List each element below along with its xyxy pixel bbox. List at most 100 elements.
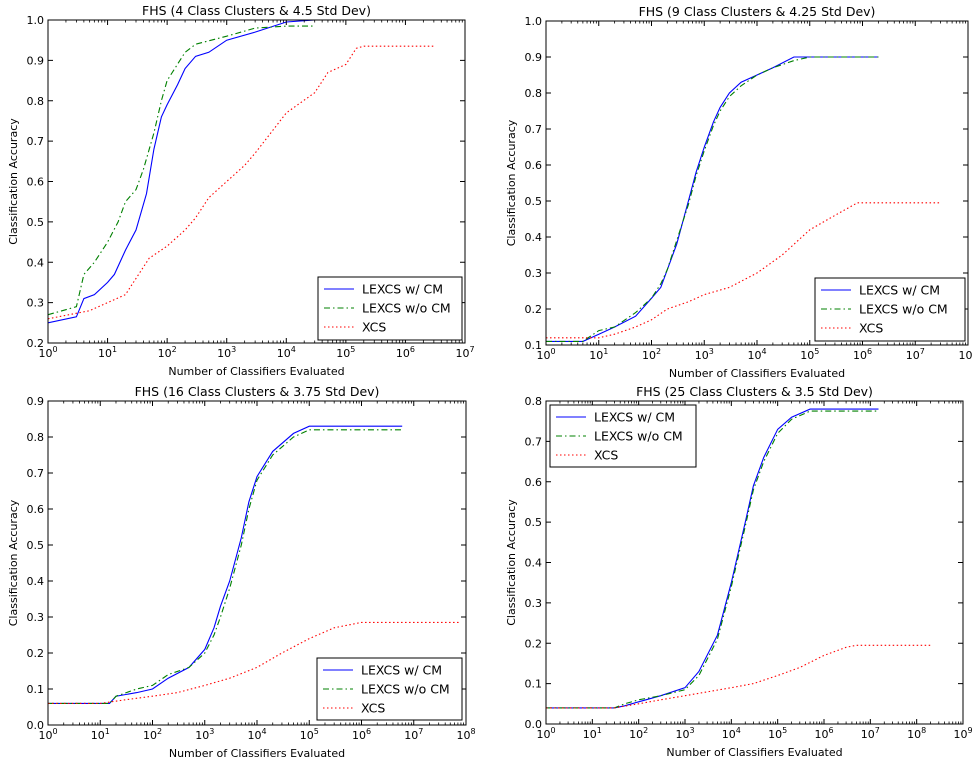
y-tick-label: 0.0: [525, 718, 543, 731]
x-tick-label: 104: [722, 726, 741, 741]
legend: LEXCS w/ CM LEXCS w/o CM XCS: [317, 276, 463, 341]
y-tick-label: 0.8: [525, 395, 543, 408]
x-tick-label: 104: [747, 347, 766, 362]
series-line-lexcs-w-o-cm: [546, 410, 879, 709]
series-line-xcs: [546, 644, 931, 709]
legend-label: LEXCS w/ CM: [361, 663, 442, 678]
y-tick-label: 1.0: [27, 14, 45, 27]
x-tick-label: 107: [455, 345, 474, 360]
y-tick-label: 0.8: [525, 87, 543, 100]
x-tick-label: 105: [768, 726, 787, 741]
y-tick-label: 0.7: [525, 435, 543, 448]
y-tick-label: 0.3: [27, 297, 45, 310]
y-tick-label: 0.5: [27, 539, 45, 552]
x-tick-label: 102: [158, 345, 177, 360]
series-line-lexcs-w-cm: [48, 425, 403, 704]
y-tick-label: 0.6: [525, 476, 543, 489]
series-line-xcs: [48, 45, 434, 320]
chart-title: FHS (16 Class Clusters & 3.75 Std Dev): [135, 384, 380, 399]
y-tick-label: 0.6: [27, 503, 45, 516]
x-axis-label: Number of Classifiers Evaluated: [666, 746, 842, 759]
x-tick-label: 102: [642, 347, 661, 362]
legend-label: LEXCS w/ CM: [859, 283, 940, 298]
y-tick-label: 0.6: [525, 159, 543, 172]
x-tick-label: 108: [907, 726, 926, 741]
y-tick-label: 0.1: [27, 683, 45, 696]
legend-label: LEXCS w/o CM: [361, 682, 450, 697]
x-tick-label: 103: [195, 727, 214, 742]
y-tick-label: 0.9: [525, 51, 543, 64]
chart-title: FHS (25 Class Clusters & 3.5 Std Dev): [636, 384, 873, 399]
x-tick-label: 105: [300, 727, 319, 742]
chart-panel-3: FHS (16 Class Clusters & 3.75 Std Dev) 10…: [7, 384, 476, 760]
x-tick-label: 104: [247, 727, 266, 742]
x-tick-label: 109: [953, 726, 972, 741]
x-tick-label: 101: [583, 726, 602, 741]
x-tick-label: 107: [861, 726, 880, 741]
y-tick-label: 0.5: [27, 216, 45, 229]
legend-label: LEXCS w/ CM: [362, 282, 443, 297]
y-tick-label: 0.2: [27, 647, 45, 660]
x-tick-label: 100: [38, 345, 57, 360]
y-tick-label: 0.3: [525, 597, 543, 610]
legend: LEXCS w/ CM LEXCS w/o CM XCS: [814, 277, 966, 342]
y-tick-label: 0.4: [27, 575, 45, 588]
x-tick-label: 102: [629, 726, 648, 741]
series-line-lexcs-w-o-cm: [48, 25, 315, 316]
x-tick-label: 108: [456, 727, 475, 742]
legend: LEXCS w/ CM LEXCS w/o CM XCS: [549, 404, 697, 468]
x-tick-label: 103: [675, 726, 694, 741]
x-tick-label: 101: [98, 345, 117, 360]
y-tick-label: 0.7: [27, 135, 45, 148]
y-axis-label: Classification Accuracy: [7, 499, 20, 626]
x-tick-label: 103: [217, 345, 236, 360]
x-tick-label: 108: [958, 347, 972, 362]
y-tick-label: 0.9: [27, 54, 45, 67]
x-axis-label: Number of Classifiers Evaluated: [169, 747, 345, 760]
legend: LEXCS w/ CM LEXCS w/o CM XCS: [316, 657, 463, 721]
chart-panel-1: FHS (4 Class Clusters & 4.5 Std Dev) 100 1…: [7, 3, 475, 378]
legend-label: LEXCS w/o CM: [594, 429, 683, 444]
y-tick-label: 0.5: [525, 516, 543, 529]
y-tick-label: 0.7: [525, 123, 543, 136]
y-axis-label: Classification Accuracy: [505, 119, 518, 246]
x-tick-label: 101: [91, 727, 110, 742]
x-tick-label: 107: [906, 347, 925, 362]
y-tick-label: 0.3: [27, 611, 45, 624]
y-tick-label: 1.0: [525, 15, 543, 28]
y-tick-label: 0.6: [27, 176, 45, 189]
y-tick-label: 0.4: [525, 231, 543, 244]
y-tick-label: 0.3: [525, 267, 543, 280]
legend-label: XCS: [361, 701, 385, 716]
x-tick-label: 104: [277, 345, 296, 360]
legend-label: XCS: [859, 321, 883, 336]
y-tick-label: 0.5: [525, 195, 543, 208]
chart-panel-2: FHS (9 Class Clusters & 4.25 Std Dev) 100…: [505, 4, 972, 380]
legend-label: XCS: [362, 320, 386, 335]
x-tick-label: 106: [352, 727, 371, 742]
legend-label: XCS: [594, 448, 618, 463]
legend-label: LEXCS w/o CM: [362, 301, 451, 316]
x-tick-label: 100: [536, 726, 555, 741]
x-tick-label: 100: [38, 727, 57, 742]
chart-title: FHS (9 Class Clusters & 4.25 Std Dev): [639, 4, 876, 19]
legend-label: LEXCS w/ CM: [594, 410, 675, 425]
y-tick-label: 0.7: [27, 467, 45, 480]
y-tick-label: 0.4: [525, 557, 543, 570]
x-tick-label: 101: [589, 347, 608, 362]
y-tick-label: 0.9: [27, 395, 45, 408]
y-tick-label: 0.2: [27, 337, 45, 350]
y-tick-label: 0.2: [525, 637, 543, 650]
y-tick-label: 0.2: [525, 303, 543, 316]
x-axis-label: Number of Classifiers Evaluated: [168, 365, 344, 378]
x-tick-label: 102: [143, 727, 162, 742]
chart-panel-4: FHS (25 Class Clusters & 3.5 Std Dev) 100…: [505, 384, 972, 759]
y-tick-label: 0.8: [27, 95, 45, 108]
x-tick-label: 106: [853, 347, 872, 362]
y-tick-label: 0.1: [525, 678, 543, 691]
series-line-lexcs-w-cm: [546, 408, 879, 709]
x-axis-label: Number of Classifiers Evaluated: [669, 367, 845, 380]
y-tick-label: 0.1: [525, 339, 543, 352]
y-axis-label: Classification Accuracy: [505, 499, 518, 626]
